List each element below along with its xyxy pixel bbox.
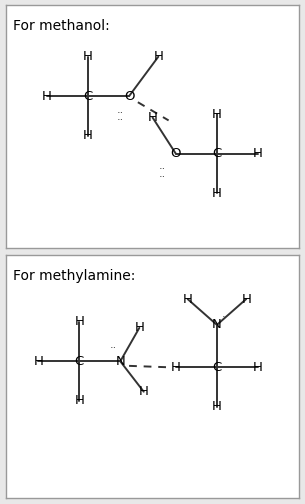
Text: H: H bbox=[139, 385, 149, 398]
Text: C: C bbox=[212, 361, 221, 374]
Text: C: C bbox=[212, 147, 221, 160]
Text: H: H bbox=[241, 292, 251, 305]
Text: H: H bbox=[83, 50, 93, 63]
Text: H: H bbox=[135, 322, 144, 334]
Text: H: H bbox=[74, 394, 84, 407]
Text: ··: ·· bbox=[109, 343, 117, 353]
Text: H: H bbox=[42, 90, 52, 103]
Text: H: H bbox=[212, 187, 222, 200]
Text: H: H bbox=[153, 50, 163, 63]
Text: H: H bbox=[212, 108, 222, 121]
Text: ··: ·· bbox=[117, 115, 124, 125]
Text: H: H bbox=[74, 316, 84, 328]
Text: N: N bbox=[115, 355, 125, 368]
Text: C: C bbox=[75, 355, 84, 368]
Text: ··: ·· bbox=[117, 108, 124, 118]
Text: ··: ·· bbox=[159, 164, 166, 174]
Text: N: N bbox=[212, 319, 222, 331]
Text: H: H bbox=[253, 361, 263, 374]
Text: ··: ·· bbox=[159, 171, 166, 181]
Text: For methanol:: For methanol: bbox=[13, 19, 110, 33]
Text: For methylamine:: For methylamine: bbox=[13, 269, 136, 283]
Text: H: H bbox=[171, 361, 181, 374]
Text: O: O bbox=[124, 90, 134, 103]
Text: H: H bbox=[253, 147, 263, 160]
Text: ··: ·· bbox=[222, 312, 229, 322]
Text: H: H bbox=[148, 111, 157, 124]
Text: H: H bbox=[83, 129, 93, 142]
Text: H: H bbox=[183, 292, 192, 305]
Text: C: C bbox=[84, 90, 93, 103]
Text: O: O bbox=[171, 147, 181, 160]
Text: H: H bbox=[33, 355, 43, 368]
Text: H: H bbox=[212, 400, 222, 413]
